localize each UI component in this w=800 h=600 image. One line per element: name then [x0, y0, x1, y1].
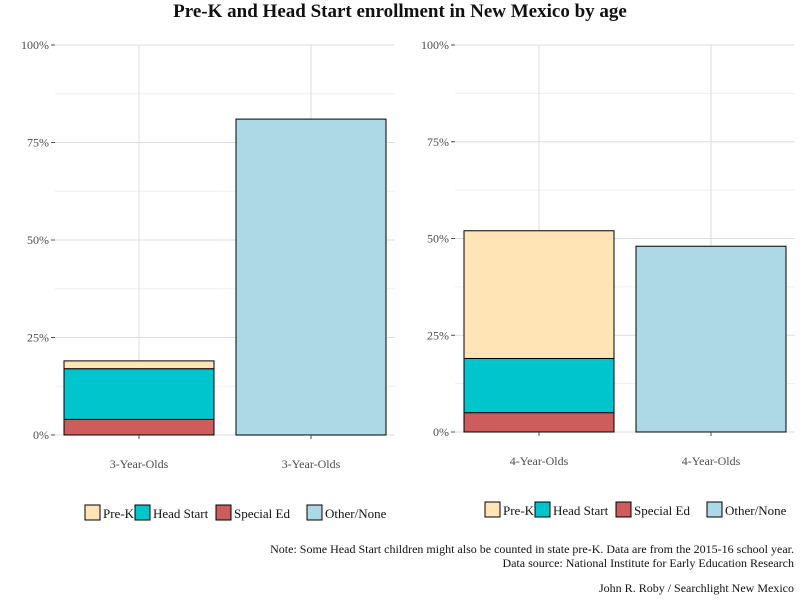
bar-segment-special-ed [463, 412, 615, 433]
legend-swatch [706, 501, 723, 518]
legend-label: Other/None [725, 503, 787, 518]
legend-label: Pre-K [503, 503, 535, 518]
x-tick-label: 3-Year-Olds [282, 457, 341, 471]
x-tick-label: 4-Year-Olds [682, 454, 741, 468]
legend-swatch [484, 501, 501, 518]
bar-segment-head-start [63, 368, 215, 420]
x-tick-label: 3-Year-Olds [110, 457, 169, 471]
legend-swatch [134, 504, 151, 521]
legend-swatch [84, 504, 101, 521]
bar-segment-pre-k [63, 360, 215, 370]
y-tick-label: 25% [427, 328, 449, 342]
legend-swatch [534, 501, 551, 518]
y-tick-label: 100% [421, 38, 449, 52]
bar-segment-head-start [463, 357, 615, 414]
y-tick-label: 75% [27, 136, 49, 150]
bar-segment-other-none [235, 118, 387, 436]
y-tick-label: 50% [27, 233, 49, 247]
legend-swatch [215, 504, 232, 521]
y-tick-label: 0% [33, 428, 49, 442]
legend-swatch [615, 501, 632, 518]
y-tick-label: 75% [427, 135, 449, 149]
legend-label: Head Start [553, 503, 609, 518]
chart-title: Pre-K and Head Start enrollment in New M… [173, 1, 627, 22]
y-tick-label: 50% [427, 232, 449, 246]
chart-panel-1: 0% 25% 50% 75% 100% 3-Year-Olds 3-Year-Olds Pre… [21, 38, 395, 521]
note-text: Note: Some Head Start children might als… [270, 542, 794, 556]
legend-swatch [306, 504, 323, 521]
y-tick-label: 100% [21, 38, 49, 52]
legend: Pre-K Head Start Special Ed Other/None [84, 504, 387, 521]
credit-text: John R. Roby / Searchlight New Mexico [599, 581, 794, 595]
bar-segment-other-none [635, 245, 787, 433]
y-tick-label: 0% [433, 425, 449, 439]
legend-label: Other/None [325, 506, 387, 521]
legend: Pre-K Head Start Special Ed Other/None [484, 501, 787, 518]
chart-panel-2: 0% 25% 50% 75% 100% 4-Year-Olds 4-Year-Olds Pre… [421, 38, 795, 518]
legend-label: Pre-K [103, 506, 135, 521]
x-tick-label: 4-Year-Olds [510, 454, 569, 468]
legend-label: Special Ed [634, 503, 690, 518]
y-tick-label: 25% [27, 331, 49, 345]
bar-segment-special-ed [63, 418, 215, 436]
bar-segment-pre-k [463, 230, 615, 359]
legend-label: Head Start [153, 506, 209, 521]
legend-label: Special Ed [234, 506, 290, 521]
data-source-text: Data source: National Institute for Earl… [502, 556, 794, 570]
